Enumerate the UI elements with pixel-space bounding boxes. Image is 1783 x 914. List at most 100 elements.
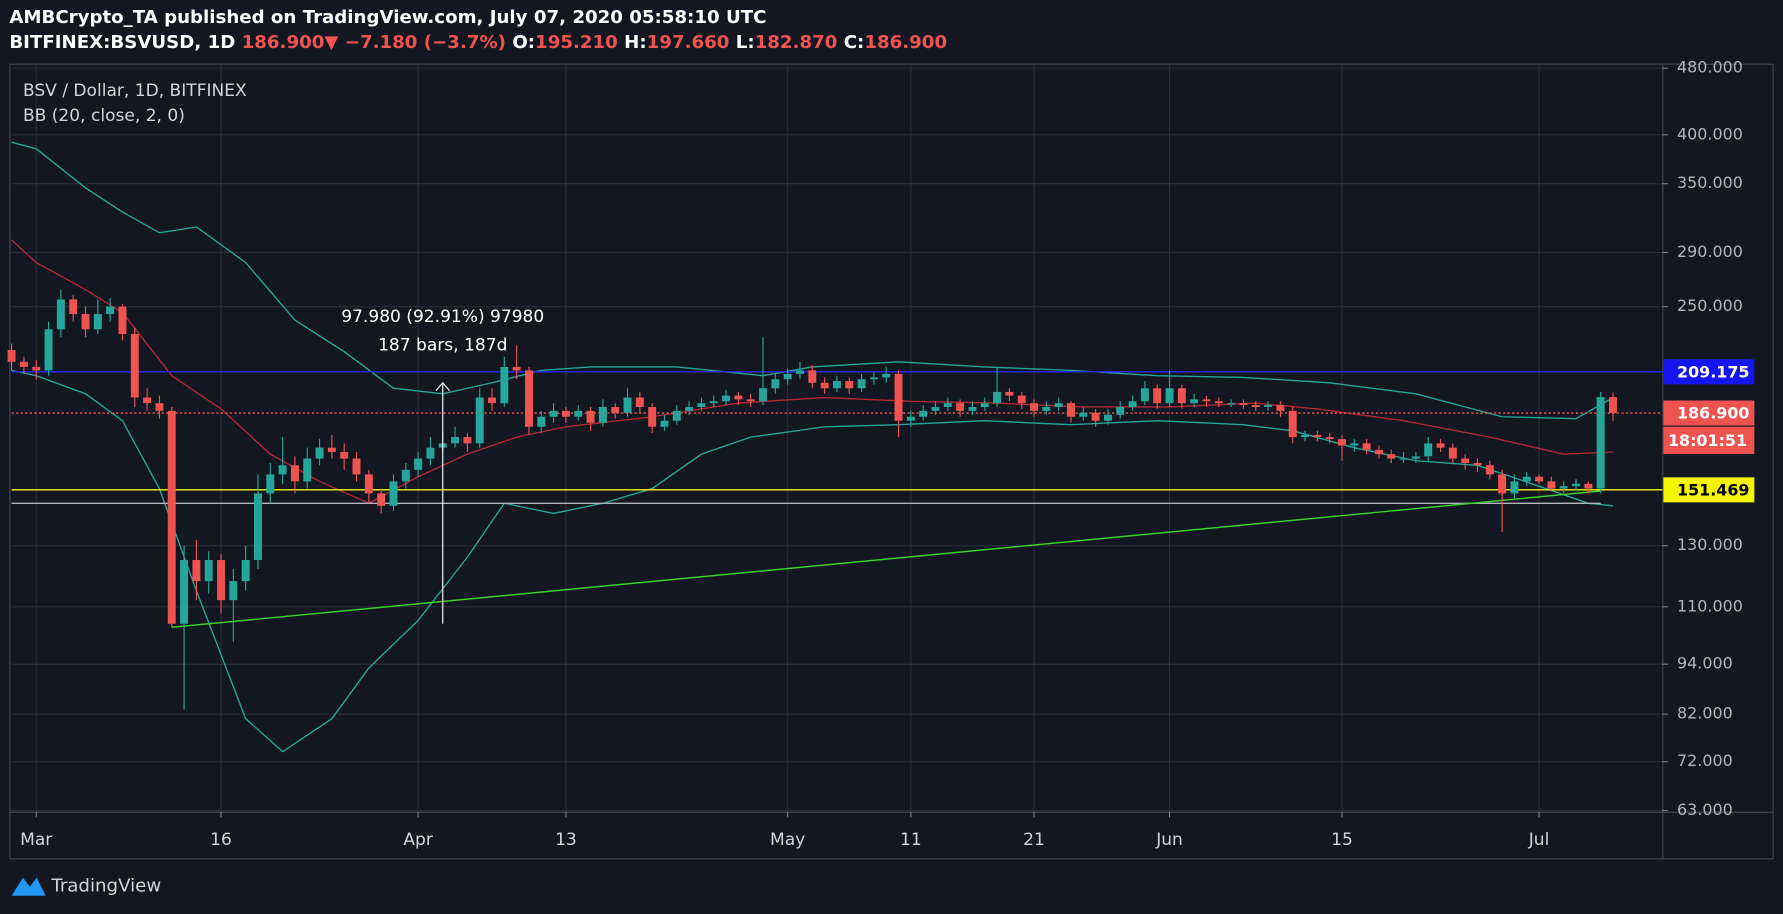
candle-body: [44, 329, 53, 371]
candle-body: [993, 391, 1002, 404]
candle-body: [1485, 465, 1494, 475]
candle-body: [956, 403, 965, 411]
x-tick-label: 11: [900, 830, 922, 850]
countdown: 18:01:51: [1668, 431, 1747, 450]
candle-body: [1448, 447, 1457, 459]
candle-body: [93, 314, 102, 330]
candle-body: [451, 437, 460, 444]
y-tick-label: 400.000: [1677, 124, 1743, 143]
candle-body: [278, 465, 287, 475]
candle-body: [327, 447, 336, 452]
price-tag: [1663, 477, 1755, 503]
candle-body: [1165, 388, 1174, 404]
candle-body: [1067, 403, 1075, 417]
price-tag-label: 151.469: [1677, 480, 1749, 499]
candle-body: [759, 388, 768, 402]
x-tick-label: 13: [555, 830, 577, 850]
candle-body: [426, 447, 435, 459]
candle-body: [414, 458, 423, 470]
l-value: 182.870: [755, 32, 838, 53]
candle-body: [1116, 406, 1125, 415]
candle-body: [1399, 458, 1408, 460]
y-tick-label: 82.000: [1677, 704, 1733, 723]
x-tick-label: 15: [1331, 830, 1353, 850]
candle-body: [943, 403, 952, 407]
y-tick-label: 94.000: [1677, 654, 1733, 673]
candle-body: [1079, 412, 1088, 417]
candle-body: [217, 560, 225, 601]
candle-body: [512, 366, 521, 371]
c-value: 186.900: [864, 32, 947, 53]
candle-body: [685, 406, 694, 411]
candle-body: [1288, 410, 1297, 438]
candle-body: [1140, 388, 1149, 402]
candle-body: [1214, 401, 1223, 404]
candle-body: [1103, 414, 1112, 421]
x-tick-label: Mar: [20, 830, 53, 850]
candle-body: [463, 437, 472, 444]
indicator-legend: BB (20, close, 2, 0): [23, 106, 185, 126]
y-tick-label: 250.000: [1677, 296, 1743, 315]
candle-body: [746, 399, 755, 402]
o-label: O:: [512, 32, 535, 53]
candle-body: [857, 379, 866, 389]
candle-body: [574, 410, 583, 417]
candle-body: [832, 381, 841, 389]
candle-body: [488, 397, 496, 404]
candle-body: [1091, 412, 1100, 421]
arrow: ▼: [324, 32, 338, 53]
candle-body: [882, 373, 891, 378]
symbol-line: BITFINEX:BSVUSD, 1D 186.900▼ −7.180 (−3.…: [9, 32, 947, 53]
candle-body: [795, 370, 804, 374]
candle-body: [1017, 395, 1026, 404]
candle-body: [32, 366, 41, 371]
candle-body: [1054, 403, 1063, 407]
candle-body: [734, 395, 743, 400]
logo: TradingView: [11, 876, 161, 897]
candle-body: [118, 306, 127, 334]
candle-body: [229, 581, 238, 601]
measure-arrow: [435, 381, 450, 392]
candle-body: [377, 493, 386, 506]
candle-body: [352, 458, 361, 475]
y-tick-label: 72.000: [1677, 751, 1733, 770]
price-tag: [1663, 400, 1755, 426]
candle-body: [894, 373, 903, 421]
candle-body: [500, 366, 509, 404]
candle-body: [1227, 403, 1236, 405]
y-tick-label: 110.000: [1677, 596, 1743, 615]
publisher: AMBCrypto_TA published on TradingView.co…: [9, 7, 766, 28]
candle-body: [537, 416, 546, 427]
measure-bars: 187 bars, 187d: [378, 335, 507, 355]
candle-body: [1030, 403, 1039, 411]
candle-body: [709, 401, 718, 404]
candle-body: [19, 361, 28, 367]
candle-body: [1190, 399, 1199, 404]
x-tick-label: Apr: [403, 830, 433, 850]
candle-body: [1535, 476, 1544, 482]
candle-body: [475, 397, 484, 444]
brand: TradingView: [50, 876, 161, 897]
candle-body: [180, 560, 189, 624]
candle-body: [1411, 456, 1420, 459]
bb-upper: [11, 141, 1614, 420]
candle-body: [1362, 443, 1371, 450]
trendline: [171, 490, 1601, 629]
candle-body: [1264, 405, 1273, 407]
candle-body: [1522, 476, 1531, 482]
candle-body: [820, 382, 829, 389]
l-label: L:: [736, 32, 755, 53]
last-price: 186.900: [242, 32, 325, 53]
candle-body: [340, 451, 349, 459]
candle-body: [1325, 437, 1334, 440]
candle-body: [1510, 481, 1519, 494]
candle-body: [1301, 434, 1310, 438]
candle-body: [1473, 463, 1482, 466]
o-value: 195.210: [535, 32, 618, 53]
candle-body: [1387, 454, 1396, 459]
measure-label: 97.980 (92.91%) 97980: [341, 307, 544, 327]
price-tag: [1663, 359, 1755, 385]
candle-body: [845, 381, 854, 389]
candle-body: [7, 350, 16, 362]
